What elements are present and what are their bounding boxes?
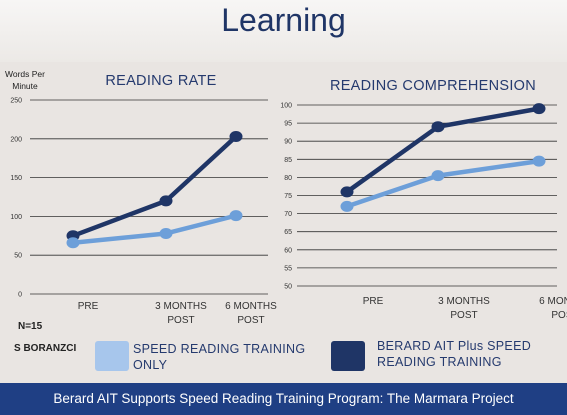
chart-1-xtick-label: 6 MONTHS <box>539 296 567 307</box>
chart-1-ytick-label: 65 <box>284 229 292 236</box>
chart-0-series-0-point <box>159 195 173 207</box>
chart-1-series-0-point <box>532 103 546 115</box>
chart-1-series-0-point <box>340 186 354 198</box>
chart-0-ytick-label: 250 <box>10 98 22 105</box>
chart-0-xtick-label: 6 MONTHS <box>225 301 277 312</box>
chart-1-series-1-line <box>346 158 540 209</box>
footer-banner: Berard AIT Supports Speed Reading Traini… <box>0 383 567 415</box>
chart-1-ytick-label: 80 <box>284 175 292 182</box>
chart-1-xtick-label: POST <box>551 310 567 321</box>
chart-0-xtick-label: PRE <box>78 301 99 312</box>
legend-swatch-speed-only <box>95 341 129 371</box>
chart-0-series-1-line <box>72 213 237 246</box>
chart-1-xtick-label: POST <box>450 310 477 321</box>
chart-0-ytick-label: 50 <box>14 253 22 260</box>
chart-1-xtick-label: 3 MONTHS <box>438 296 490 307</box>
chart-1-ytick-label: 55 <box>284 265 292 272</box>
chart-1-title: READING COMPREHENSION <box>330 78 536 94</box>
chart-1-ytick-label: 75 <box>284 193 292 200</box>
chart-1-ytick-label: 50 <box>284 284 292 291</box>
chart-1-xtick-label: PRE <box>363 296 384 307</box>
chart-0-series-1-point <box>159 227 173 239</box>
chart-0-xtick-label: 3 MONTHS <box>155 301 207 312</box>
legend-label-speed-only: SPEED READING TRAINING ONLY <box>133 342 306 372</box>
chart-0-ylabel-line2: Minute <box>12 81 38 91</box>
chart-1-series-1-point <box>431 170 445 182</box>
legend-label-berard-ait: BERARD AIT Plus SPEED READING TRAINING <box>377 339 532 369</box>
chart-1-ytick-label: 85 <box>284 157 292 164</box>
page-title: Learning <box>221 2 346 38</box>
chart-1-series-1-point <box>340 200 354 212</box>
chart-0-ytick-label: 200 <box>10 136 22 143</box>
chart-1-ytick-label: 95 <box>284 121 292 128</box>
chart-1-ytick-label: 60 <box>284 247 292 254</box>
chart-0-xtick-label: POST <box>237 315 264 326</box>
header-background <box>0 0 567 62</box>
chart-0-ytick-label: 100 <box>10 214 22 221</box>
chart-0-title: READING RATE <box>105 73 216 89</box>
author-note: S BORANZCI <box>14 343 77 354</box>
sample-size-note: N=15 <box>18 321 43 332</box>
chart-1-series-0-point <box>431 121 445 133</box>
chart-0-series-0-point <box>229 130 243 142</box>
chart-1-series-1-point <box>532 155 546 167</box>
chart-1-ytick-label: 100 <box>280 103 292 110</box>
chart-1-ytick-label: 70 <box>284 211 292 218</box>
chart-0-ytick-label: 0 <box>18 292 22 299</box>
legend-swatch-berard-ait <box>331 341 365 371</box>
chart-0-ytick-label: 150 <box>10 175 22 182</box>
chart-0-series-1-point <box>66 237 80 249</box>
chart-0-ylabel-line1: Words Per <box>5 69 45 79</box>
chart-0-series-1-point <box>229 210 243 222</box>
chart-1-ytick-label: 90 <box>284 139 292 146</box>
chart-0-xtick-label: POST <box>167 315 194 326</box>
chart-1-series-0-line <box>345 106 540 194</box>
